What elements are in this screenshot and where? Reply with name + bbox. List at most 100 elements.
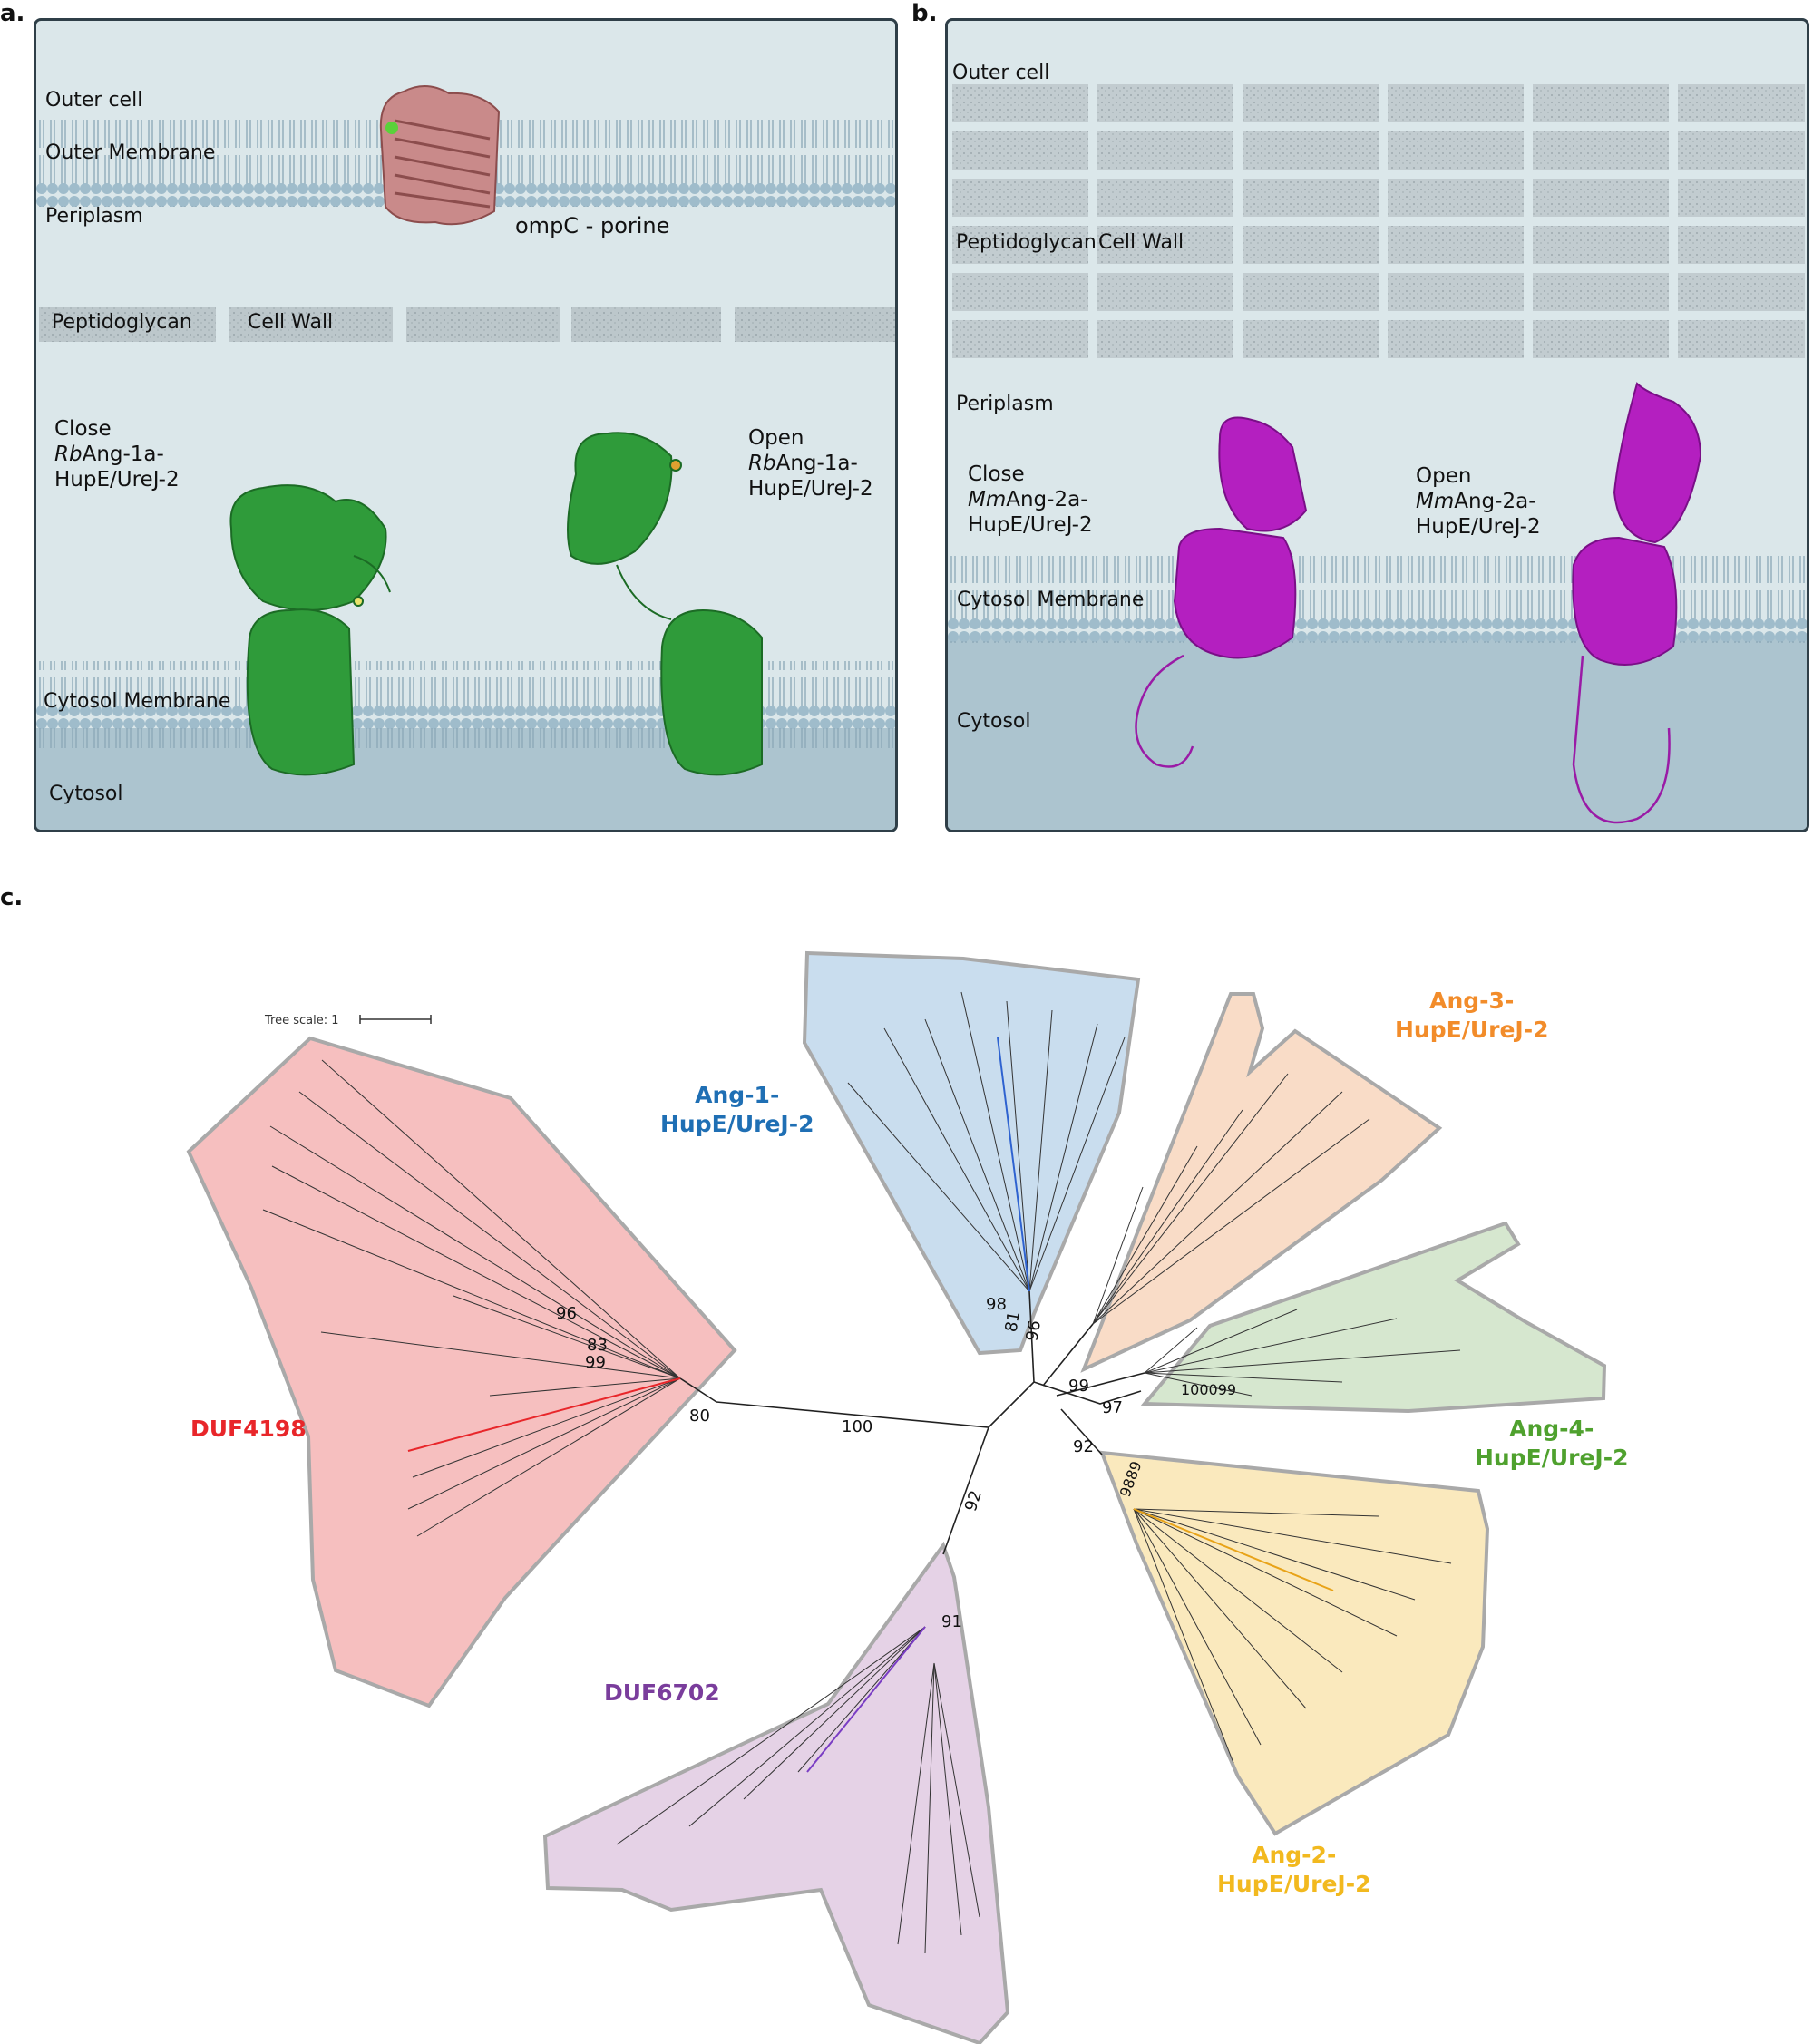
closed-label-line3: HupE/UreJ-2	[968, 513, 1093, 537]
clade-region-ang2	[1098, 1450, 1490, 1836]
clade-label-ang2: Ang-2- HupE/UreJ-2	[1217, 1841, 1370, 1899]
open-protein-label: Open MmAng-2a- HupE/UreJ-2	[1416, 463, 1541, 540]
duf4198-reference-leaf	[407, 1377, 681, 1452]
closed-label-line1: Close	[968, 462, 1025, 486]
clade-label-line1: DUF4198	[190, 1416, 307, 1442]
open-label-line1: Open	[748, 426, 804, 450]
periplasm-label: Periplasm	[956, 393, 1054, 415]
open-label-line3: HupE/UreJ-2	[1416, 515, 1541, 539]
clade-label-ang1: Ang-1- HupE/UreJ-2	[660, 1081, 814, 1139]
bootstrap-duf4198-a: 96	[556, 1304, 577, 1323]
cytosol-membrane-label: Cytosol Membrane	[957, 589, 1145, 611]
closed-label-line1: Close	[54, 417, 112, 441]
leaf-fan-ang2	[1133, 1508, 1452, 1764]
open-protein-label: Open RbAng-1a- HupE/UreJ-2	[748, 425, 873, 501]
open-label-line3: HupE/UreJ-2	[748, 477, 873, 501]
leaf-fan-duf4198	[262, 1059, 681, 1537]
panel-c-phylogenetic-tree: Tree scale: 1 100 92 91 99 97 92 80 96 8…	[186, 950, 1607, 2044]
bootstrap-center: 100	[842, 1417, 872, 1436]
bootstrap-ang1-c: 98	[986, 1295, 1007, 1314]
clade-region-ang4	[1140, 1221, 1607, 1414]
peptidoglycan-block	[735, 307, 895, 342]
closed-rb-ang-1a-structure	[229, 484, 391, 776]
outer-membrane-label: Outer Membrane	[45, 141, 216, 164]
cell-wall-label: Cell Wall	[248, 311, 334, 334]
closed-label-line2: MmAng-2a-	[968, 487, 1093, 512]
ompc-porin-structure	[379, 85, 501, 226]
bootstrap-ang4-tip: 100099	[1181, 1381, 1236, 1398]
bootstrap-ang1-a: 81	[1001, 1309, 1024, 1333]
clade-label-line2: HupE/UreJ-2	[660, 1111, 814, 1137]
panel-label-b: b.	[911, 0, 938, 27]
closed-label-line2: RbAng-1a-	[54, 442, 180, 467]
closed-protein-label: Close MmAng-2a- HupE/UreJ-2	[968, 462, 1093, 538]
bootstrap-ang4-branch: 97	[1102, 1398, 1123, 1417]
open-label-line2: RbAng-1a-	[748, 451, 873, 476]
clade-label-line1: Ang-1-	[695, 1082, 780, 1108]
closed-label-line3: HupE/UreJ-2	[54, 468, 180, 492]
clade-label-duf4198: DUF4198	[190, 1415, 307, 1444]
clade-label-line1: Ang-3-	[1429, 988, 1515, 1014]
cell-wall-label: Cell Wall	[1098, 231, 1184, 254]
bootstrap-duf4198-b: 83	[587, 1336, 608, 1355]
open-label-line2: MmAng-2a-	[1416, 489, 1541, 514]
peptidoglycan-block	[571, 307, 721, 342]
cytosol-label: Cytosol	[957, 710, 1031, 733]
closed-label-italic: Rb	[54, 443, 83, 466]
open-label-name: Ang-1a-	[775, 452, 858, 475]
tree-scale-label: Tree scale: 1	[264, 1014, 339, 1027]
closed-label-italic: Mm	[968, 488, 1007, 511]
closed-label-name: Ang-2a-	[1006, 488, 1088, 511]
open-mm-ang-2a-structure	[1572, 382, 1702, 824]
cytosol-region	[948, 638, 1807, 830]
bootstrap-ang2-branch: 92	[1073, 1437, 1094, 1456]
peptidoglycan-block	[406, 307, 560, 342]
outer-cell-label: Outer cell	[952, 62, 1050, 84]
porin-label: ompC - porine	[515, 213, 670, 238]
cytosol-membrane-label: Cytosol Membrane	[44, 690, 231, 713]
open-rb-ang-1a-structure	[567, 432, 763, 776]
duf6702-reference-leaf	[806, 1626, 926, 1773]
peptidoglycan-label: Peptidoglycan	[956, 231, 1097, 254]
ang2-reference-leaf	[1133, 1508, 1334, 1591]
bootstrap-duf4198-node: 80	[689, 1406, 710, 1426]
clade-label-duf6702: DUF6702	[604, 1679, 720, 1708]
clade-label-line2: HupE/UreJ-2	[1217, 1871, 1371, 1897]
peptidoglycan-grid	[952, 84, 1805, 358]
leaf-fan-ang4	[1144, 1309, 1461, 1397]
panel-label-c: c.	[0, 884, 24, 911]
bootstrap-ang3-branch: 99	[1068, 1377, 1089, 1396]
periplasm-label: Periplasm	[45, 205, 143, 228]
leaf-fan-ang3	[1092, 1073, 1370, 1325]
clade-label-line1: Ang-2-	[1252, 1842, 1337, 1868]
peptidoglycan-label: Peptidoglycan	[52, 311, 192, 334]
clade-region-ang1	[802, 950, 1141, 1356]
clade-region-duf4198	[186, 1036, 737, 1708]
clade-region-duf6702	[542, 1541, 1010, 2044]
closed-protein-label: Close RbAng-1a- HupE/UreJ-2	[54, 416, 180, 492]
panel-a-membrane-diagram: Outer cell Outer Membrane Periplasm ompC…	[34, 18, 898, 832]
closed-label-name: Ang-1a-	[82, 443, 164, 466]
open-label-italic: Mm	[1416, 490, 1455, 513]
ang1-reference-leaf	[997, 1037, 1030, 1292]
panel-label-a: a.	[0, 0, 25, 27]
clade-label-ang3: Ang-3- HupE/UreJ-2	[1395, 987, 1548, 1045]
panel-a-illustration	[36, 85, 895, 830]
panel-b-membrane-diagram: Outer cell Peptidoglycan Cell Wall Perip…	[945, 18, 1809, 832]
panel-b-illustration	[948, 84, 1807, 830]
open-label-line1: Open	[1416, 464, 1472, 488]
clade-region-ang3	[1080, 992, 1443, 1373]
bootstrap-duf6702-inner: 91	[941, 1612, 962, 1631]
clade-label-line1: DUF6702	[604, 1679, 720, 1706]
open-label-name: Ang-2a-	[1454, 490, 1536, 513]
bootstrap-ang1-b: 96	[1022, 1319, 1045, 1342]
bootstrap-duf4198-c: 99	[585, 1353, 606, 1372]
clade-label-ang4: Ang-4- HupE/UreJ-2	[1475, 1415, 1628, 1473]
cytosol-label: Cytosol	[49, 783, 123, 805]
closed-mm-ang-2a-structure	[1135, 416, 1308, 768]
peptidoglycan-block	[39, 307, 216, 342]
clade-label-line2: HupE/UreJ-2	[1475, 1445, 1629, 1471]
peptidoglycan-block	[229, 307, 393, 342]
leaf-fan-ang1	[847, 991, 1126, 1292]
tree-branches	[679, 1290, 1145, 1555]
